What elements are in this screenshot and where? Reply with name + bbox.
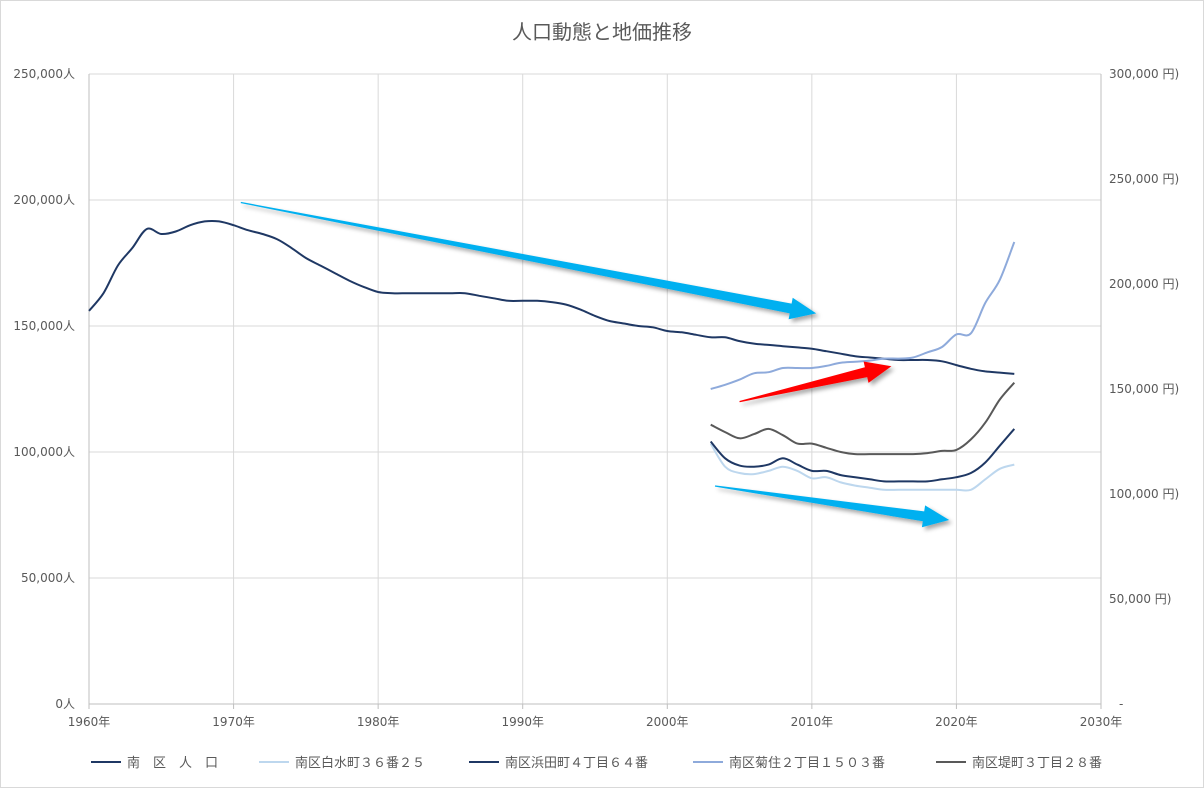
y-left-tick-label: 200,000人 [13,193,75,207]
y-left-tick-label: 100,000人 [13,445,75,459]
legend-label-1: 南区白水町３６番２５ [295,755,425,771]
y-right-tick-label: 100,000 円) [1109,487,1179,501]
legend-label-0: 南 区 人 口 [127,755,218,771]
legend: 南 区 人 口 南区白水町３６番２５ 南区浜田町４丁目６４番 南区菊住２丁目１５０３番… [91,755,1102,771]
x-tick-label: 1980年 [357,715,400,729]
gridlines [89,73,1101,704]
y-right-tick-label: 50,000 円) [1109,592,1172,606]
trend-arrow-2 [714,485,950,528]
series-line-3 [710,241,1016,390]
trend-arrows [240,201,950,528]
x-tick-label: 2010年 [791,715,834,729]
series-line-0 [88,219,1015,375]
x-tick-label: 2000年 [646,715,689,729]
y-left-tick-label: 150,000人 [13,319,75,333]
series-lines [88,219,1016,492]
y-left-tick-label: 250,000人 [13,67,75,81]
trend-arrow-0 [240,201,817,320]
x-tick-label: 2030年 [1080,715,1123,729]
y-right-tick-label: 250,000 円) [1109,172,1179,186]
x-tick-label: 1990年 [501,715,544,729]
y-left-tick-label: 0人 [55,697,75,711]
series-line-2 [709,428,1016,483]
x-tick-label: 1960年 [68,715,111,729]
y-right-tick-label: 300,000 円) [1109,67,1179,81]
trend-arrow-1 [739,361,892,403]
y-right-tick-label: - [1119,697,1123,711]
y-right-tick-label: 150,000 円) [1109,382,1179,396]
y-right-tick-label: 200,000 円) [1109,277,1179,291]
series-line-1 [709,443,1015,492]
y-left-tick-label: 50,000人 [21,571,75,585]
legend-label-4: 南区堤町３丁目２８番 [972,755,1102,771]
legend-label-2: 南区浜田町４丁目６４番 [505,755,648,771]
x-tick-label: 2020年 [935,715,978,729]
series-line-4 [710,382,1016,456]
axes: 0人 50,000人 100,000人 150,000人 200,000人 250,000… [13,67,1179,729]
x-tick-label: 1970年 [212,715,255,729]
chart-title: 人口動態と地価推移 [512,20,692,44]
legend-label-3: 南区菊住２丁目１５０３番 [729,755,885,771]
